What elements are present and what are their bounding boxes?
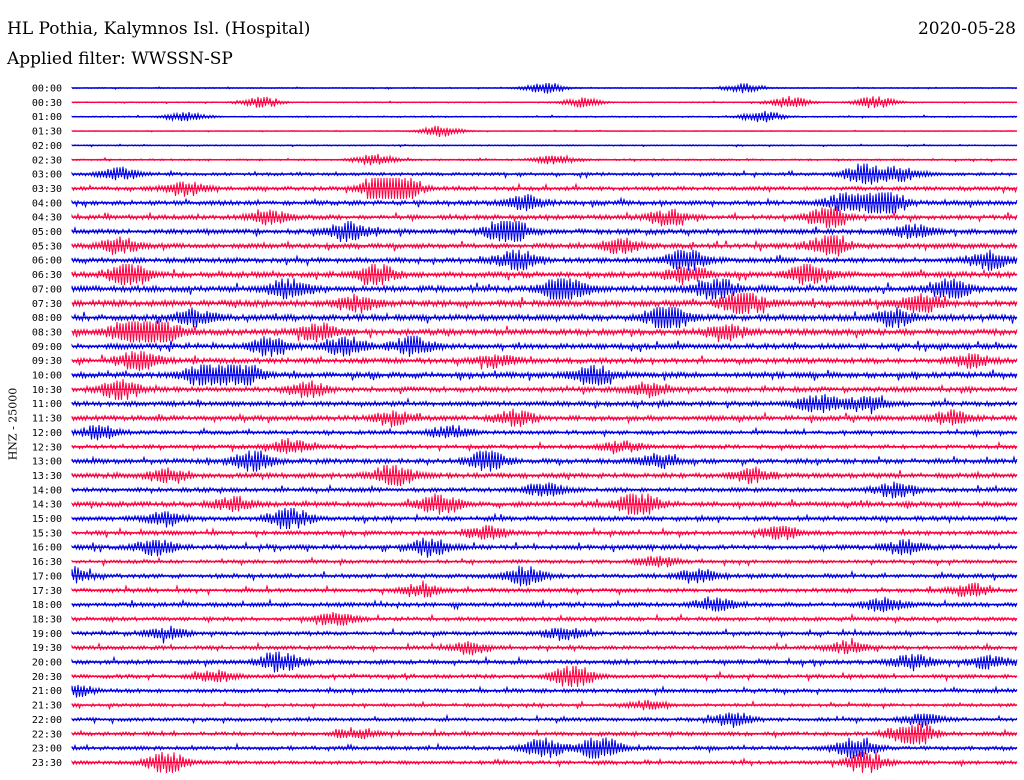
time-tick-label: 16:30: [32, 557, 62, 568]
seismic-trace: [71, 596, 1018, 613]
time-tick-label: 17:30: [32, 586, 62, 597]
seismic-trace: [71, 321, 1018, 343]
time-tick-label: 03:00: [32, 170, 62, 181]
time-tick-label: 17:00: [32, 571, 62, 582]
time-tick-label: 05:30: [32, 241, 62, 252]
time-tick-label: 23:00: [32, 744, 62, 755]
time-tick-label: 11:00: [32, 399, 62, 410]
time-tick-label: 07:00: [32, 284, 62, 295]
traces-group: [71, 83, 1018, 773]
time-tick-label: 19:30: [32, 643, 62, 654]
tick-labels-group: 00:00 00:30 01:00 01:30 02:00 02:30 03:00 03:30…: [32, 84, 62, 769]
seismic-trace: [71, 278, 1018, 300]
time-tick-label: 09:00: [32, 342, 62, 353]
time-tick-label: 02:30: [32, 155, 62, 166]
time-tick-label: 08:00: [32, 313, 62, 324]
time-tick-label: 05:00: [32, 227, 62, 238]
time-tick-label: 19:00: [32, 629, 62, 640]
time-tick-label: 10:30: [32, 385, 62, 396]
time-tick-label: 18:00: [32, 600, 62, 611]
time-tick-label: 15:00: [32, 514, 62, 525]
filter-label: Applied filter: WWSSN-SP: [7, 49, 233, 69]
time-tick-label: 03:30: [32, 184, 62, 195]
time-tick-label: 16:00: [32, 543, 62, 554]
time-tick-label: 14:00: [32, 485, 62, 496]
time-tick-label: 04:00: [32, 198, 62, 209]
time-tick-label: 04:30: [32, 213, 62, 224]
time-tick-label: 11:30: [32, 414, 62, 425]
time-tick-label: 10:00: [32, 371, 62, 382]
time-tick-label: 22:30: [32, 729, 62, 740]
date-label: 2020-05-28: [917, 19, 1016, 39]
seismic-trace: [71, 580, 1018, 598]
time-tick-label: 13:30: [32, 471, 62, 482]
time-tick-label: 21:30: [32, 701, 62, 712]
station-title: HL Pothia, Kalymnos Isl. (Hospital): [7, 19, 311, 39]
time-tick-label: 07:30: [32, 299, 62, 310]
time-tick-label: 12:00: [32, 428, 62, 439]
time-tick-label: 14:30: [32, 500, 62, 511]
time-tick-label: 18:30: [32, 614, 62, 625]
time-tick-label: 22:00: [32, 715, 62, 726]
time-tick-label: 20:30: [32, 672, 62, 683]
time-tick-label: 20:00: [32, 658, 62, 669]
time-tick-label: 06:30: [32, 270, 62, 281]
time-tick-label: 08:30: [32, 327, 62, 338]
time-tick-label: 00:30: [32, 98, 62, 109]
time-tick-label: 00:00: [32, 84, 62, 95]
time-tick-label: 15:30: [32, 528, 62, 539]
time-tick-label: 06:00: [32, 256, 62, 267]
time-tick-label: 09:30: [32, 356, 62, 367]
time-tick-label: 02:00: [32, 141, 62, 152]
time-tick-label: 13:00: [32, 457, 62, 468]
time-tick-label: 23:30: [32, 758, 62, 769]
time-tick-label: 12:30: [32, 442, 62, 453]
seismic-trace: [71, 625, 1018, 644]
seismic-trace: [71, 637, 1018, 656]
time-tick-label: 21:00: [32, 686, 62, 697]
time-tick-label: 01:00: [32, 112, 62, 123]
time-tick-label: 01:30: [32, 127, 62, 138]
